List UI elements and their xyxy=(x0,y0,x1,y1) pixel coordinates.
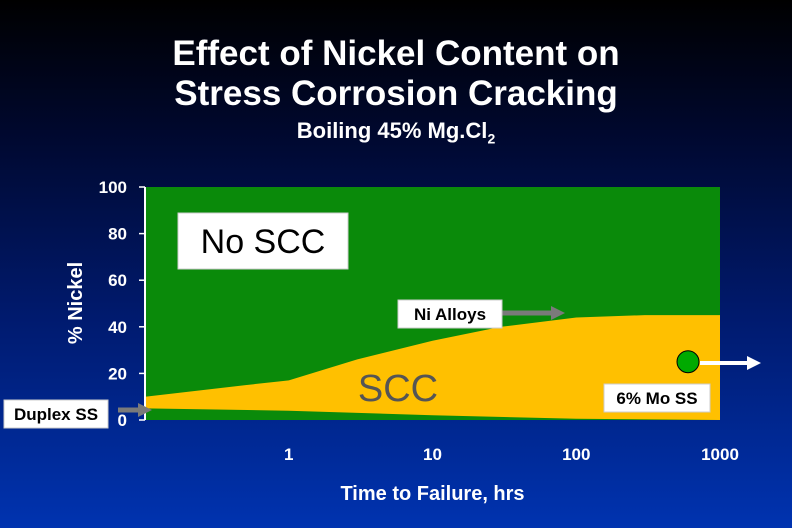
ni-alloys-label-text: Ni Alloys xyxy=(414,305,486,324)
ni-alloys-arrow xyxy=(500,306,565,320)
ni-alloys-label-box xyxy=(397,299,503,329)
slide-subtitle: Boiling 45% Mg.Cl2 xyxy=(0,118,792,146)
y-tick-label: 100 xyxy=(99,178,127,197)
mo-ss-label: 6% Mo SS xyxy=(603,383,711,413)
duplex-ss-arrow-head xyxy=(138,403,152,417)
duplex-ss-label: Duplex SS xyxy=(3,399,109,429)
scc-label: SCC xyxy=(358,368,438,410)
y-tick-label: 20 xyxy=(108,364,127,383)
y-tick-label: 40 xyxy=(108,318,127,337)
y-axis-title: % Nickel xyxy=(65,262,87,344)
y-tick-label: 0 xyxy=(118,411,127,430)
mo-ss-marker xyxy=(676,350,700,374)
no-scc-label-box xyxy=(177,212,349,270)
duplex-ss-arrow xyxy=(118,403,152,417)
y-tick-label: 80 xyxy=(108,225,127,244)
title-line-1: Effect of Nickel Content on xyxy=(172,34,620,73)
ni-alloys-arrow-head xyxy=(551,306,565,320)
no-scc-label-text: No SCC xyxy=(201,223,326,261)
mo-ss-arrow xyxy=(700,356,761,370)
duplex-ss-label-box xyxy=(3,399,109,429)
subtitle-text: Boiling 45% Mg.Cl xyxy=(296,118,488,143)
y-tick-label: 60 xyxy=(108,271,127,290)
no-scc-label: No SCC xyxy=(177,212,349,270)
x-axis-title: Time to Failure, hrs xyxy=(340,483,524,505)
ni-alloys-label: Ni Alloys xyxy=(397,299,503,329)
title-line-2: Stress Corrosion Cracking xyxy=(174,74,618,113)
duplex-ss-label-text: Duplex SS xyxy=(14,405,98,424)
mo-ss-arrow-head xyxy=(747,356,761,370)
x-tick-label: 10 xyxy=(423,445,442,464)
x-tick-label: 1000 xyxy=(701,445,739,464)
x-tick-label: 1 xyxy=(284,445,293,464)
subtitle-subscript: 2 xyxy=(487,130,496,147)
scc-region xyxy=(145,315,720,420)
mo-ss-label-box xyxy=(603,383,711,413)
slide-title: Effect of Nickel Content on Stress Corro… xyxy=(0,34,792,114)
x-tick-label: 100 xyxy=(562,445,590,464)
mo-ss-label-text: 6% Mo SS xyxy=(616,389,697,408)
